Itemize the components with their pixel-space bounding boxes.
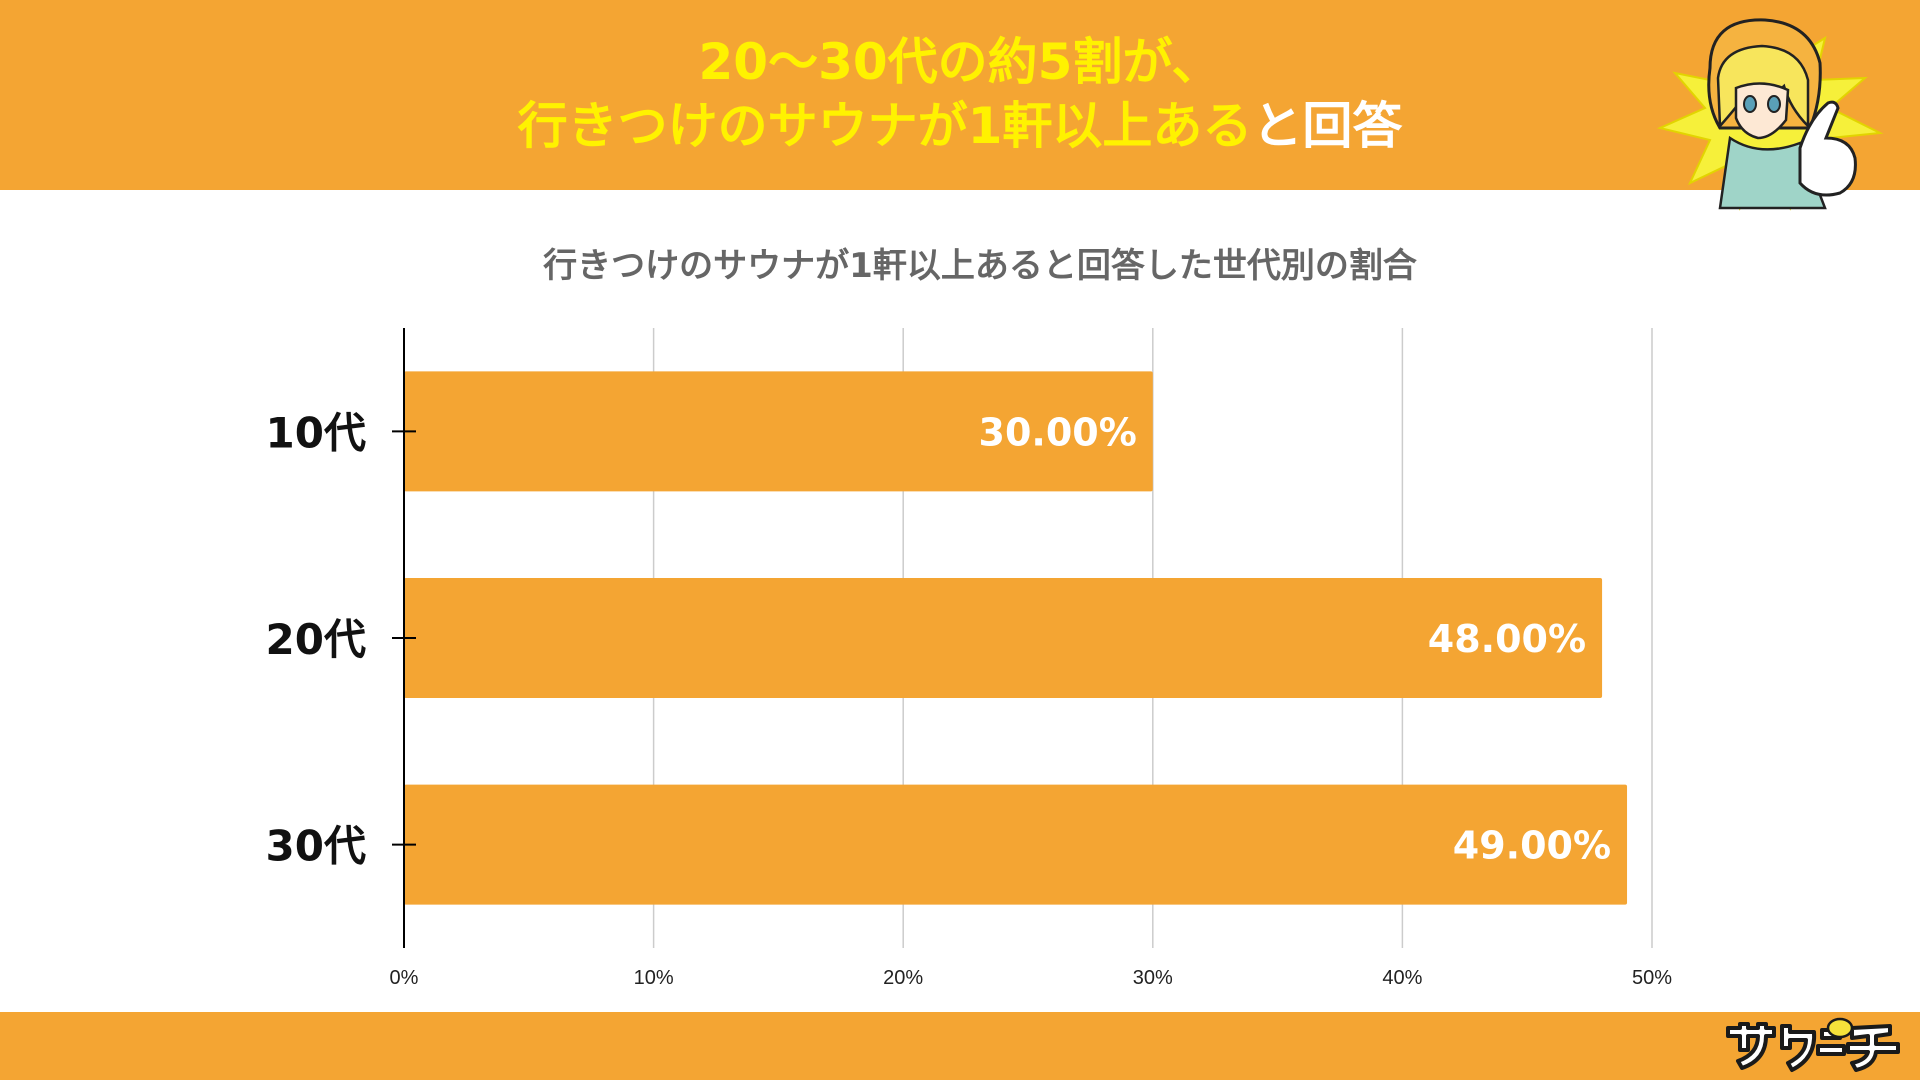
headline-line-2-highlight: 行きつけのサウナが1軒以上ある (517, 97, 1253, 155)
x-tick-label: 50% (1632, 967, 1672, 989)
bar (404, 784, 1628, 905)
x-tick-label: 0% (390, 967, 419, 989)
footer-banner (0, 1012, 1920, 1080)
pointing-girl-mascot-icon (1656, 18, 1884, 211)
sauna-logo-icon (1726, 1017, 1900, 1072)
bar-data-label: 30.00% (979, 410, 1137, 454)
x-tick-label: 30% (1133, 967, 1173, 989)
category-label: 20代 (266, 615, 366, 664)
headline: 20〜30代の約5割が、 行きつけのサウナが1軒以上あると回答 (0, 30, 1920, 158)
x-tick-label: 10% (634, 967, 674, 989)
headline-line-2: 行きつけのサウナが1軒以上あると回答 (0, 94, 1920, 158)
x-tick-label: 20% (883, 967, 923, 989)
bar (404, 371, 1153, 492)
headline-line-1: 20〜30代の約5割が、 (698, 33, 1222, 91)
chart-title: 行きつけのサウナが1軒以上あると回答した世代別の割合 (543, 246, 1417, 286)
bar-data-label: 48.00% (1428, 617, 1586, 661)
bar (404, 578, 1603, 698)
headline-line-2-rest: と回答 (1252, 97, 1403, 155)
bar-data-label: 49.00% (1453, 824, 1611, 868)
x-tick-label: 40% (1382, 967, 1422, 989)
header-banner: 20〜30代の約5割が、 行きつけのサウナが1軒以上あると回答 (0, 0, 1920, 190)
category-label: 30代 (266, 822, 366, 871)
category-label: 10代 (266, 408, 366, 457)
